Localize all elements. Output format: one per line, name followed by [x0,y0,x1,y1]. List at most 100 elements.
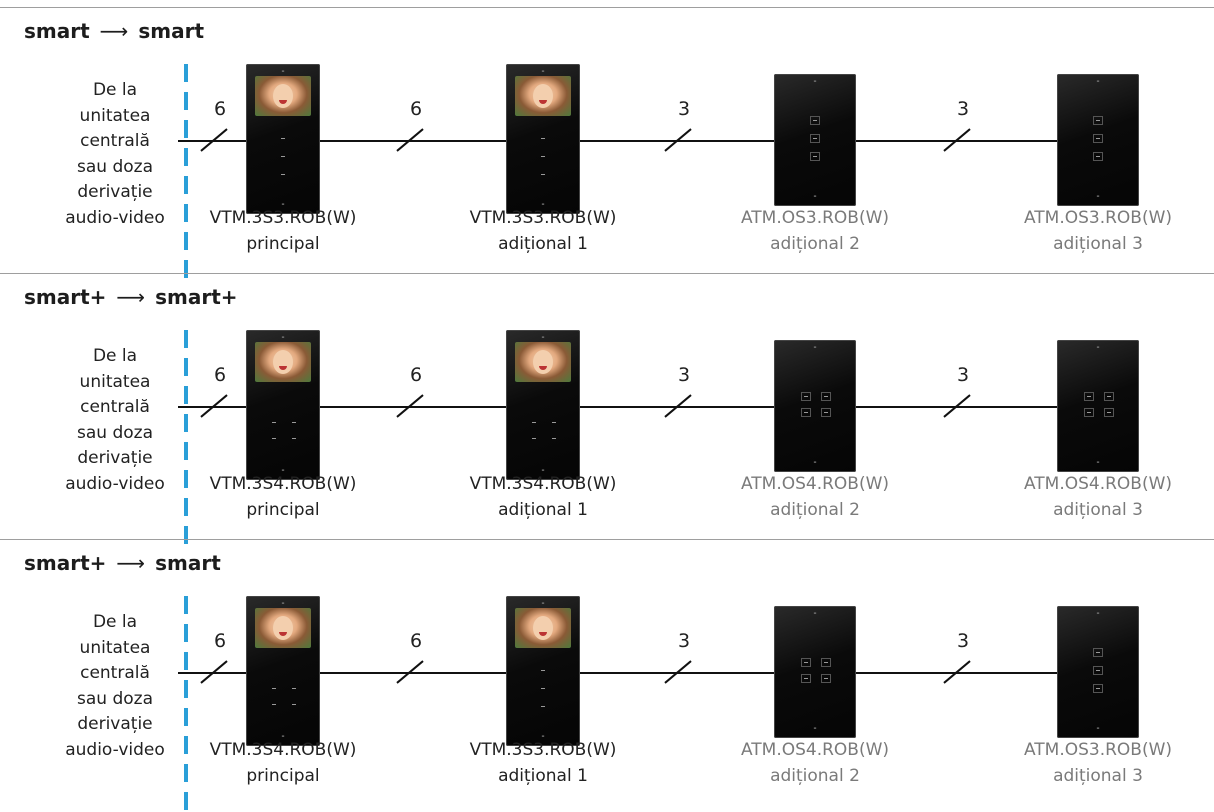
menu-icon [269,434,279,443]
boundary-dash [184,470,188,488]
device-role: adițional 1 [498,234,588,254]
device-role: principal [246,500,320,520]
handset-icon [1084,392,1094,401]
device-footer-logo: ▬ [813,460,817,464]
source-label-line: audio-video [65,473,165,494]
intercom-icon [289,434,299,443]
section-title-source: smart+ [24,551,107,575]
screen-face-picture [533,350,553,374]
device-label: VTM.3S3.ROB(W) principal [183,205,383,257]
device-role: adițional 2 [770,500,860,520]
boundary-dash [184,680,188,698]
screen-face-picture [273,616,293,640]
section-title-source: smart+ [24,285,107,309]
boundary-dash [184,624,188,642]
device-role: principal [246,234,320,254]
device-footer-logo: ▬ [813,194,817,198]
wire-count: 6 [409,364,423,386]
boundary-dashed-line [184,330,188,546]
device-model: ATM.OS3.ROB(W) [1023,208,1173,228]
video-monitor: ▬ ▬ [506,330,580,480]
boundary-dash [184,148,188,166]
source-label-line: centrală [80,397,150,417]
section-title: smart+ ⟶ smart+ [24,285,238,309]
menu-icon [269,700,279,709]
device-role: adițional 2 [770,766,860,786]
boundary-dash [184,792,188,810]
device-model: ATM.OS3.ROB(W) [740,208,890,228]
door-key-icon [810,134,820,143]
device-label: ATM.OS4.ROB(W) adițional 3 [998,471,1198,523]
boundary-dash [184,764,188,782]
boundary-dash [184,260,188,278]
wire-count: 6 [213,98,227,120]
device-label: VTM.3S4.ROB(W) adițional 1 [443,471,643,523]
screen-face-picture [273,350,293,374]
screen-face-mouth [539,366,547,370]
handset-icon [801,392,811,401]
device-footer-logo: ▬ [1096,726,1100,730]
audio-panel: ▬ ▬ [774,74,856,206]
wire-count: 3 [956,630,970,652]
audio-panel: ▬ ▬ [1057,606,1139,738]
arrow-icon: ⟶ [116,551,146,575]
wire-line [320,672,506,674]
diagram-section: smart+ ⟶ smart+ De la unitatea centrală sau do… [0,273,1214,544]
monitor-screen [255,342,311,382]
device-footer-logo: ▬ [281,468,285,472]
wire-count: 3 [956,364,970,386]
boundary-dashed-line [184,64,188,280]
intercom-icon [821,674,831,683]
source-label-line: unitatea [79,371,151,392]
boundary-dash [184,120,188,138]
device-footer-logo: ▬ [1096,460,1100,464]
source-label-line: derivație [77,714,153,734]
device-label: ATM.OS4.ROB(W) adițional 2 [715,737,915,789]
screen-face-mouth [279,366,287,370]
device-footer-logo: ▬ [813,726,817,730]
device-label: ATM.OS3.ROB(W) adițional 3 [998,205,1198,257]
wire-line [320,140,506,142]
boundary-dash [184,596,188,614]
handset-icon [529,418,539,427]
source-label-line: De la [92,346,138,366]
device-model: VTM.3S3.ROB(W) [469,740,617,760]
intercom-icon [1104,408,1114,417]
boundary-dash [184,64,188,82]
device-logo: ▬ [541,601,545,605]
device-model: VTM.3S4.ROB(W) [209,740,357,760]
arrow-icon: ⟶ [116,285,146,309]
menu-icon [801,408,811,417]
section-title-target: smart [155,551,221,575]
device-model: ATM.OS3.ROB(W) [1023,740,1173,760]
source-label-line: De la [92,612,138,632]
handset-icon [269,418,279,427]
monitor-screen [515,342,571,382]
audio-panel: ▬ ▬ [774,606,856,738]
menu-icon [1084,408,1094,417]
handset-icon [538,134,548,143]
door-key-icon [821,658,831,667]
boundary-dash [184,708,188,726]
menu-icon [1093,684,1103,693]
door-key-icon [1093,666,1103,675]
device-model: ATM.OS4.ROB(W) [1023,474,1173,494]
device-logo: ▬ [281,601,285,605]
device-footer-logo: ▬ [281,734,285,738]
device-role: adițional 2 [770,234,860,254]
device-footer-logo: ▬ [541,202,545,206]
device-logo: ▬ [1096,611,1100,615]
boundary-dash [184,442,188,460]
section-title: smart+ ⟶ smart [24,551,221,575]
source-label-line: audio-video [65,207,165,228]
device-label: VTM.3S3.ROB(W) adițional 1 [443,205,643,257]
device-role: adițional 3 [1053,500,1143,520]
wire-count: 3 [956,98,970,120]
device-logo: ▬ [813,79,817,83]
device-logo: ▬ [541,69,545,73]
source-label-line: audio-video [65,739,165,760]
menu-icon [529,434,539,443]
handset-icon [810,116,820,125]
device-logo: ▬ [1096,79,1100,83]
menu-icon [538,702,548,711]
